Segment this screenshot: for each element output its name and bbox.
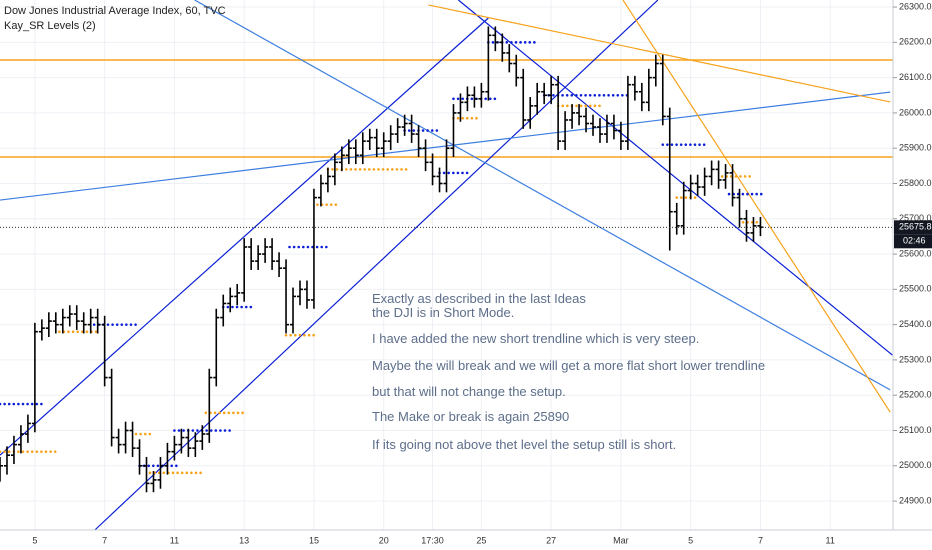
- trendline: [0, 17, 489, 456]
- x-tick-label: 17:30: [421, 535, 444, 545]
- last-price-box: [894, 220, 932, 235]
- time-axis: [0, 530, 893, 550]
- x-tick-label: 11: [826, 535, 835, 545]
- x-tick-label: 5: [688, 535, 693, 545]
- countdown-box: [894, 234, 932, 249]
- annotation: Exactly as described in the last Ideas: [372, 291, 586, 306]
- y-tick-label: 25600.0: [899, 248, 932, 258]
- annotation: The Make or break is again 25890: [372, 409, 569, 424]
- trendline: [428, 4, 891, 103]
- trendline: [0, 91, 891, 201]
- trendline: [194, 0, 891, 391]
- annotation: Maybe the will break and we will get a m…: [372, 358, 765, 373]
- x-tick-label: 27: [546, 535, 556, 545]
- indicator-name: Kay_SR Levels (2): [4, 20, 96, 32]
- x-tick-label: 11: [170, 535, 179, 545]
- x-tick-label: 15: [309, 535, 319, 545]
- x-tick-label: 7: [102, 535, 107, 545]
- y-tick-label: 25700.0: [899, 213, 932, 223]
- x-tick-label: Mar: [613, 535, 629, 545]
- annotation: If its going not above thet level the se…: [372, 437, 676, 452]
- trendline: [457, 0, 893, 356]
- y-tick-label: 25300.0: [899, 354, 932, 364]
- y-tick-label: 26200.0: [899, 37, 932, 47]
- x-tick-label: 20: [379, 535, 389, 545]
- x-tick-label: 25: [476, 535, 486, 545]
- y-tick-label: 25100.0: [899, 425, 932, 435]
- price-axis: [893, 0, 932, 550]
- axes: 26300.0 26200.0 26100.0 26000.0 25900.0 25800…: [32, 1, 932, 545]
- x-tick-label: 13: [239, 535, 249, 545]
- annotation: I have added the new short trendline whi…: [372, 331, 699, 346]
- chart-title: Dow Jones Industrial Average Index, 60, …: [4, 5, 226, 17]
- y-tick-label: 26000.0: [899, 107, 932, 117]
- y-tick-label: 25000.0: [899, 460, 932, 470]
- x-tick-label: 7: [758, 535, 763, 545]
- trendline: [622, 0, 891, 413]
- annotation: the DJI is in Short Mode.: [372, 305, 514, 320]
- y-tick-label: 26100.0: [899, 72, 932, 82]
- x-tick-label: 5: [32, 535, 37, 545]
- y-tick-label: 25500.0: [899, 284, 932, 294]
- y-tick-label: 24900.0: [899, 495, 932, 505]
- y-tick-label: 25800.0: [899, 178, 932, 188]
- last-price-label: 25675.8: [899, 222, 932, 232]
- y-tick-label: 25900.0: [899, 143, 932, 153]
- annotation: but that will not change the setup.: [372, 384, 566, 399]
- y-tick-label: 26300.0: [899, 1, 932, 11]
- countdown-label: 02:46: [903, 236, 926, 246]
- plot-area: [0, 0, 893, 531]
- y-tick-label: 25200.0: [899, 390, 932, 400]
- y-tick-label: 25400.0: [899, 319, 932, 329]
